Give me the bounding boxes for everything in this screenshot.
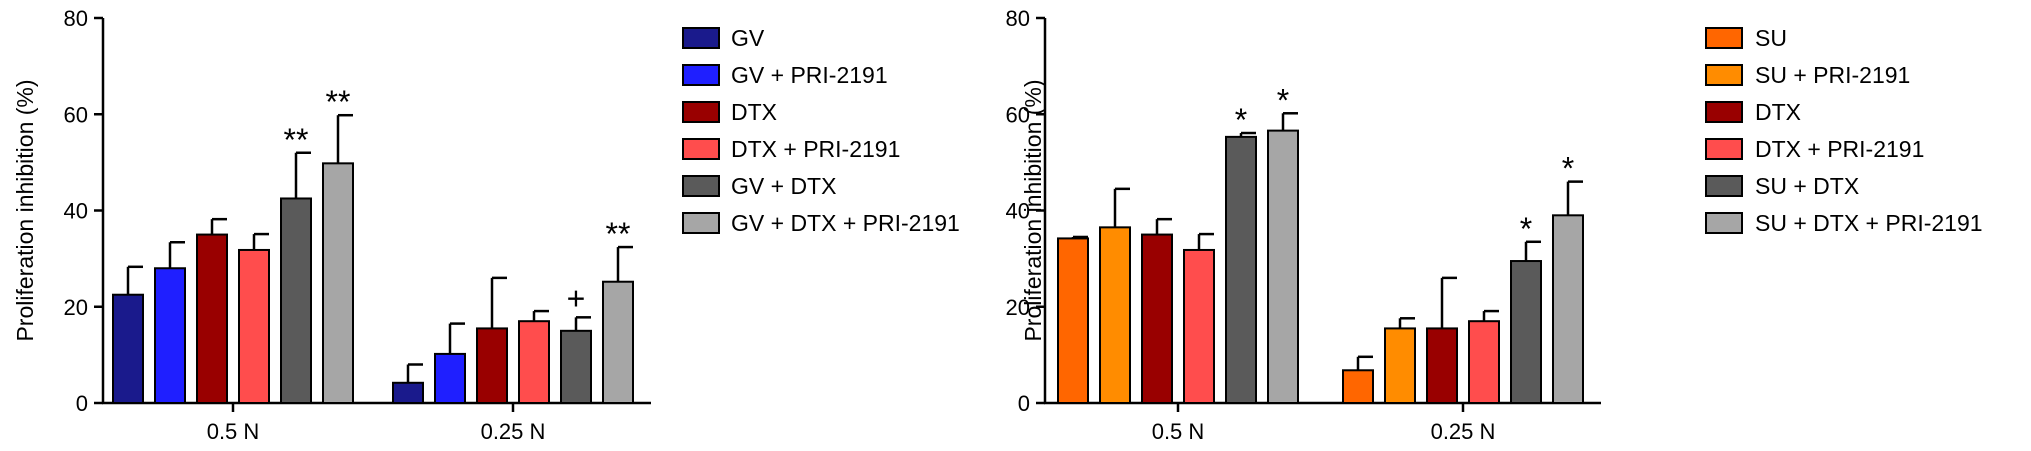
x-category-label: 0.5 N: [207, 419, 260, 444]
y-tick-label: 60: [1006, 102, 1030, 127]
legend-label: SU + PRI-2191: [1755, 62, 1910, 88]
bar: [1141, 233, 1173, 404]
y-tick-label: 60: [64, 102, 88, 127]
significance-marker: *: [1562, 151, 1574, 187]
chart-panel-1: 0 20 40 60 80 Proliferation inhibition (%) ** *…: [12, 6, 960, 444]
significance-marker: *: [1277, 82, 1289, 118]
legend-swatch: [1705, 27, 1743, 49]
legend-label: DTX + PRI-2191: [1755, 136, 1924, 162]
bar: [1510, 260, 1542, 404]
y-axis-title: Proliferation inhibition (%): [1020, 79, 1046, 341]
legend-swatch: [682, 212, 720, 234]
legend-label: SU + DTX: [1755, 173, 1859, 199]
significance-marker: **: [606, 216, 631, 252]
bar: [518, 320, 550, 404]
legend-swatch: [682, 138, 720, 160]
bar: [1468, 320, 1500, 404]
bar: [280, 197, 312, 404]
legend-label: GV + DTX: [731, 173, 836, 199]
bar: [602, 280, 634, 405]
legend-label: SU: [1755, 25, 1787, 51]
bar: [322, 162, 354, 404]
significance-marker: +: [567, 280, 586, 316]
bar: [1225, 135, 1257, 404]
legend-label: SU + DTX + PRI-2191: [1755, 210, 1983, 236]
legend-swatch: [682, 101, 720, 123]
bar: [1342, 369, 1374, 404]
legend-swatch: [1705, 101, 1743, 123]
significance-marker: **: [326, 84, 351, 120]
significance-marker: *: [1235, 102, 1247, 138]
y-tick-label: 40: [64, 199, 88, 224]
y-tick-label: 20: [64, 295, 88, 320]
legend-swatch: [1705, 64, 1743, 86]
legend-label: DTX: [1755, 99, 1801, 125]
legend-label: GV + PRI-2191: [731, 62, 888, 88]
legend-swatch: [1705, 138, 1743, 160]
y-tick-label: 80: [1006, 6, 1030, 31]
bar: [1099, 226, 1131, 404]
y-tick-label: 0: [76, 391, 88, 416]
y-axis-title: Proliferation inhibition (%): [12, 79, 38, 341]
bar: [1267, 129, 1299, 405]
legend-label: DTX: [731, 99, 777, 125]
bar: [112, 293, 144, 404]
y-tick-label: 40: [1006, 199, 1030, 224]
bar: [238, 248, 270, 404]
bar: [154, 267, 186, 404]
bar: [392, 381, 424, 405]
legend-swatch: [682, 27, 720, 49]
legend-label: GV + DTX + PRI-2191: [731, 210, 960, 236]
significance-marker: *: [1520, 211, 1532, 247]
x-category-label: 0.25 N: [1431, 419, 1496, 444]
y-tick-label: 80: [64, 6, 88, 31]
chart-panel-2: 0 20 40 60 80 Proliferation inhibition (%) * * 0…: [1006, 6, 1983, 444]
legend-label: GV: [731, 25, 765, 51]
bar: [196, 233, 228, 404]
bar: [1057, 237, 1089, 404]
legend-swatch: [682, 175, 720, 197]
bar: [1384, 327, 1416, 404]
legend-swatch: [682, 64, 720, 86]
x-category-label: 0.5 N: [1152, 419, 1205, 444]
legend-swatch: [1705, 212, 1743, 234]
bar: [1183, 248, 1215, 404]
x-category-label: 0.25 N: [481, 419, 546, 444]
bar: [560, 329, 592, 404]
y-tick-label: 0: [1018, 391, 1030, 416]
legend-label: DTX + PRI-2191: [731, 136, 900, 162]
significance-marker: **: [284, 122, 309, 158]
bar: [476, 327, 508, 404]
y-tick-label: 20: [1006, 295, 1030, 320]
bar: [1426, 327, 1458, 404]
bar: [1552, 214, 1584, 404]
bar: [434, 352, 466, 405]
legend-swatch: [1705, 175, 1743, 197]
